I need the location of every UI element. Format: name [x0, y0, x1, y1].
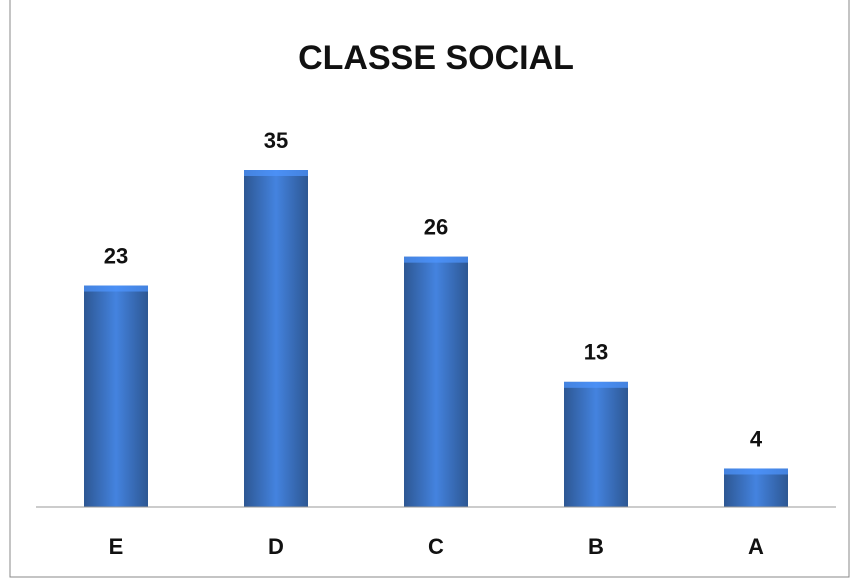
bar [724, 468, 788, 507]
x-tick-label: A [748, 534, 764, 559]
x-tick-label: D [268, 534, 284, 559]
x-tick-label: E [109, 534, 124, 559]
value-label: 23 [104, 243, 128, 268]
bar [404, 256, 468, 507]
bar [84, 285, 148, 507]
bar-bevel [404, 256, 468, 263]
value-label: 13 [584, 340, 608, 365]
x-tick-label: C [428, 534, 444, 559]
bar [564, 381, 628, 507]
bar-bevel [84, 285, 148, 292]
bar [244, 170, 308, 507]
value-label: 4 [750, 426, 763, 451]
value-label: 35 [264, 128, 288, 153]
bar-bevel [724, 468, 788, 475]
chart-title: CLASSE SOCIAL [298, 39, 574, 77]
x-tick-label: B [588, 534, 604, 559]
bar-bevel [564, 381, 628, 388]
bar-bevel [244, 170, 308, 176]
value-label: 26 [424, 214, 448, 239]
